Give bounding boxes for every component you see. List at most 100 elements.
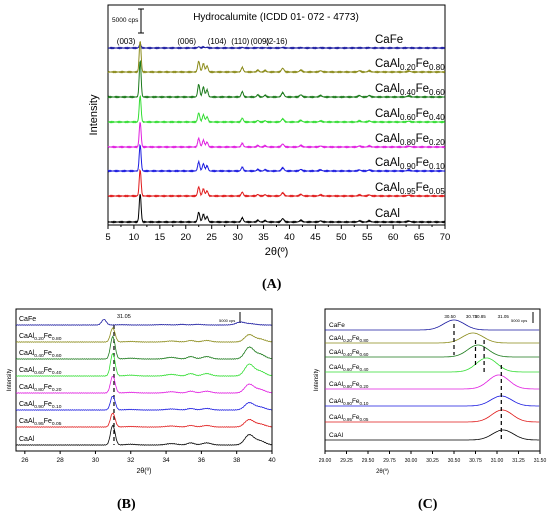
x-tick-label-a: 15 bbox=[155, 232, 166, 243]
x-tick-label-b: 40 bbox=[268, 457, 276, 464]
reflection-label-a: (104) bbox=[208, 37, 227, 46]
x-tick-label-a: 35 bbox=[258, 232, 269, 243]
series-label-b: CaAl0.90Fe0.10 bbox=[19, 401, 62, 410]
scale-bar-label-b: 5000 cps bbox=[219, 318, 235, 323]
scale-bar-label-a: 5000 cps bbox=[112, 17, 139, 24]
reflection-label-a: (110) bbox=[231, 37, 249, 46]
x-tick-label-a: 50 bbox=[336, 232, 347, 243]
series-label-b: CaAl bbox=[19, 436, 35, 443]
x-tick-label-b: 26 bbox=[21, 457, 29, 464]
series-label-c: CaAl0.80Fe0.20 bbox=[329, 381, 369, 389]
marker-label-c: 30.75 bbox=[466, 314, 478, 319]
series-label-a: CaAl0.90Fe0.10 bbox=[375, 157, 445, 171]
series-line-a bbox=[107, 194, 446, 224]
x-tick-label-b: 36 bbox=[198, 457, 206, 464]
x-tick-label-a: 10 bbox=[129, 232, 140, 243]
x-tick-label-a: 65 bbox=[414, 232, 425, 243]
y-axis-label-c: Intensity bbox=[314, 369, 320, 391]
series-line-c bbox=[325, 374, 540, 390]
x-tick-label-c: 30.00 bbox=[405, 458, 418, 464]
series-label-b: CaFe bbox=[19, 316, 36, 323]
series-line-c bbox=[325, 409, 540, 423]
x-tick-label-a: 30 bbox=[232, 232, 243, 243]
series-line-b bbox=[15, 395, 272, 411]
x-tick-label-c: 31.00 bbox=[491, 458, 504, 464]
marker-label-c: 31.05 bbox=[498, 314, 510, 319]
x-tick-label-a: 5 bbox=[105, 232, 110, 243]
chart-title-a: Hydrocalumite (ICDD 01- 072 - 4773) bbox=[193, 12, 359, 23]
series-line-a bbox=[107, 143, 446, 173]
x-tick-label-b: 30 bbox=[92, 457, 100, 464]
x-tick-label-c: 31.25 bbox=[512, 458, 525, 464]
series-line-b bbox=[15, 318, 272, 326]
x-tick-label-a: 60 bbox=[388, 232, 399, 243]
series-line-c bbox=[325, 429, 540, 441]
marker-label-c: 30.50 bbox=[444, 314, 456, 319]
x-axis-label-a: 2θ(º) bbox=[265, 246, 289, 258]
series-label-c: CaAl0.60Fe0.40 bbox=[329, 364, 369, 372]
x-axis-label-b: 2θ(º) bbox=[136, 468, 151, 475]
x-tick-label-a: 25 bbox=[206, 232, 217, 243]
series-label-b: CaAl0.60Fe0.40 bbox=[19, 367, 62, 376]
series-line-b bbox=[15, 376, 272, 394]
series-line-a bbox=[107, 95, 446, 124]
series-label-b: CaAl0.40Fe0.60 bbox=[19, 350, 62, 359]
x-tick-label-c: 29.75 bbox=[383, 458, 396, 464]
panel-label-a: (A) bbox=[262, 277, 282, 292]
marker-label-b: 31.05 bbox=[117, 314, 131, 320]
x-tick-label-c: 31.50 bbox=[534, 458, 547, 464]
y-axis-label-a: Intensity bbox=[88, 94, 100, 135]
series-label-a: CaAl0.40Fe0.60 bbox=[375, 83, 445, 97]
series-line-b bbox=[15, 352, 272, 377]
x-tick-label-c: 29.50 bbox=[362, 458, 375, 464]
series-line-a bbox=[107, 59, 446, 99]
x-tick-label-a: 70 bbox=[440, 232, 451, 243]
series-label-c: CaAl0.95Fe0.05 bbox=[329, 414, 369, 422]
x-tick-label-c: 29.25 bbox=[340, 458, 353, 464]
series-label-a: CaFe bbox=[375, 34, 403, 46]
plot-frame-b bbox=[15, 308, 273, 452]
series-line-a bbox=[107, 43, 446, 50]
series-line-a bbox=[107, 122, 446, 149]
x-tick-label-b: 38 bbox=[233, 457, 241, 464]
series-line-b bbox=[15, 424, 272, 446]
series-label-c: CaAl0.90Fe0.10 bbox=[329, 398, 369, 406]
series-line-b bbox=[15, 335, 272, 360]
scale-bar-label-c: 5000 cps bbox=[511, 318, 527, 323]
series-line-b bbox=[15, 412, 272, 428]
series-label-a: CaAl0.20Fe0.80 bbox=[375, 58, 445, 72]
series-line-c bbox=[325, 395, 540, 407]
series-label-b: CaAl0.95Fe0.05 bbox=[19, 418, 62, 427]
series-label-c: CaAl0.20Fe0.80 bbox=[329, 335, 369, 343]
y-axis-label-b: Intensity bbox=[7, 369, 13, 391]
series-line-b bbox=[15, 327, 272, 343]
x-tick-label-a: 40 bbox=[284, 232, 295, 243]
series-label-a: CaAl0.95Fe0.05 bbox=[375, 182, 445, 196]
marker-label-c: 30.85 bbox=[474, 314, 486, 319]
x-tick-label-a: 55 bbox=[362, 232, 373, 243]
x-tick-label-c: 30.50 bbox=[448, 458, 461, 464]
x-tick-label-c: 30.75 bbox=[469, 458, 482, 464]
series-label-b: CaAl0.20Fe0.80 bbox=[19, 333, 62, 342]
series-line-a bbox=[107, 41, 446, 74]
x-tick-label-c: 30.25 bbox=[426, 458, 439, 464]
reflection-label-a: (2-16) bbox=[266, 37, 288, 46]
reflection-label-a: (006) bbox=[177, 37, 196, 46]
panel-label-b: (B) bbox=[117, 497, 136, 512]
series-line-c bbox=[325, 332, 540, 344]
x-tick-label-b: 32 bbox=[127, 457, 135, 464]
series-line-c bbox=[325, 319, 540, 331]
x-tick-label-a: 45 bbox=[310, 232, 321, 243]
x-tick-label-b: 34 bbox=[162, 457, 170, 464]
series-label-a: CaAl0.80Fe0.20 bbox=[375, 133, 445, 147]
series-label-c: CaAl0.40Fe0.60 bbox=[329, 349, 369, 357]
series-label-b: CaAl0.80Fe0.20 bbox=[19, 384, 62, 393]
x-tick-label-c: 29.00 bbox=[319, 458, 332, 464]
series-label-a: CaAl bbox=[375, 208, 400, 220]
series-label-a: CaAl0.60Fe0.40 bbox=[375, 108, 445, 122]
reflection-label-a: (009) bbox=[250, 37, 269, 46]
series-line-c bbox=[325, 357, 540, 373]
series-line-a bbox=[107, 168, 446, 198]
series-label-c: CaFe bbox=[329, 322, 345, 329]
series-label-c: CaAl bbox=[329, 432, 344, 439]
